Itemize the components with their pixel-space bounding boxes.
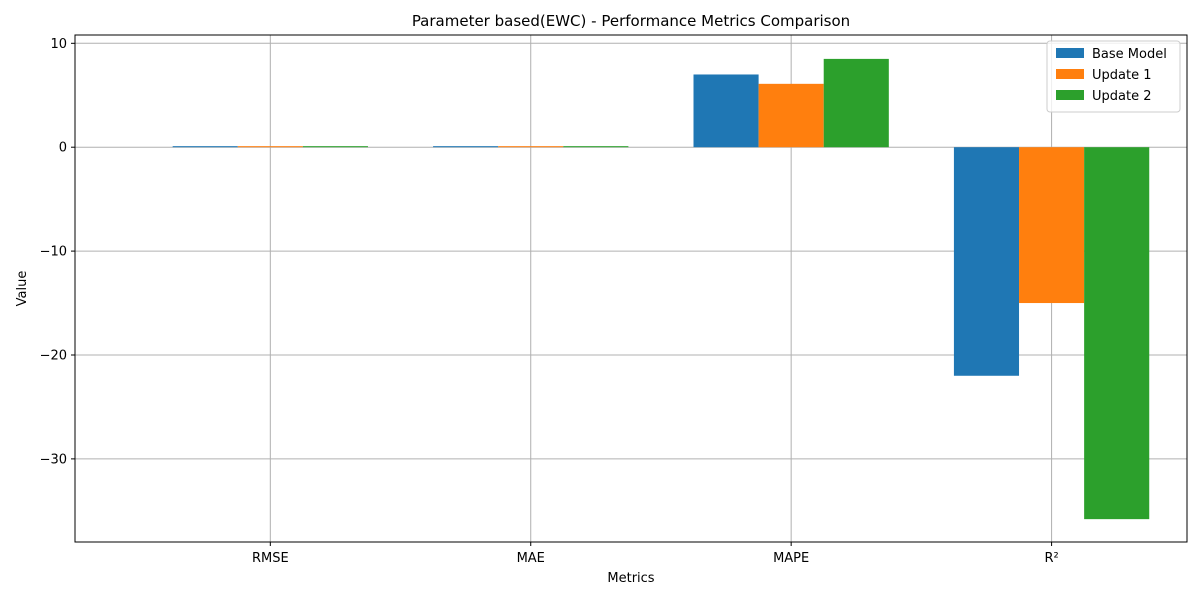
legend-swatch	[1056, 90, 1084, 100]
y-tick-label: 10	[50, 37, 67, 52]
legend-swatch	[1056, 69, 1084, 79]
bar-update-2-2	[823, 58, 889, 148]
x-tick-label: R²	[1044, 551, 1058, 566]
legend-label: Update 2	[1092, 89, 1151, 104]
x-axis-ticks: RMSE MAE MAPE R²	[252, 542, 1059, 566]
x-tick-label: MAPE	[773, 551, 809, 566]
y-tick-label: 0	[59, 141, 67, 156]
y-axis-ticks: 10 0 −10 −20 −30	[40, 37, 75, 467]
bar-base-model-3	[953, 147, 1020, 376]
bar-base-model-0	[172, 146, 238, 148]
y-tick-label: −30	[40, 452, 67, 467]
y-axis-label: Value	[15, 271, 30, 307]
bar-update-1-0	[237, 146, 303, 148]
bar-update-2-0	[302, 146, 368, 148]
legend-label: Base Model	[1092, 47, 1167, 62]
chart-title: Parameter based(EWC) - Performance Metri…	[412, 12, 850, 30]
bar-update-2-1	[563, 146, 629, 148]
bar-update-1-3	[1019, 147, 1085, 304]
bar-update-1-1	[498, 146, 564, 148]
bar-base-model-1	[433, 146, 499, 148]
x-axis-label: Metrics	[607, 571, 654, 586]
bar-update-1-2	[758, 83, 824, 148]
bar-base-model-2	[693, 74, 759, 148]
plot-frame	[74, 34, 1188, 543]
bars	[172, 58, 1150, 520]
legend-swatch	[1056, 48, 1084, 58]
y-tick-label: −20	[40, 348, 67, 363]
x-tick-label: RMSE	[252, 551, 289, 566]
x-tick-label: MAE	[517, 551, 545, 566]
bar-update-2-3	[1084, 147, 1150, 520]
legend: Base Model Update 1 Update 2	[1046, 40, 1181, 113]
legend-label: Update 1	[1092, 68, 1151, 83]
y-tick-label: −10	[40, 245, 67, 260]
